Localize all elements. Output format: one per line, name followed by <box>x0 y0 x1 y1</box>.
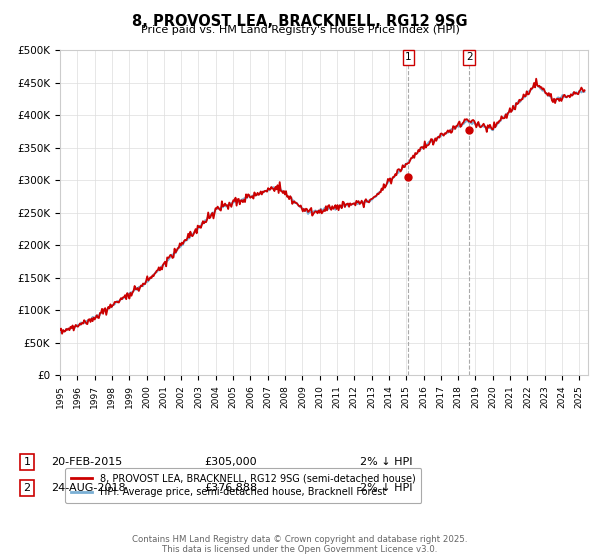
Text: 2: 2 <box>466 52 473 62</box>
Text: £305,000: £305,000 <box>204 457 257 467</box>
Text: 1: 1 <box>405 52 412 62</box>
Legend: 8, PROVOST LEA, BRACKNELL, RG12 9SG (semi-detached house), HPI: Average price, s: 8, PROVOST LEA, BRACKNELL, RG12 9SG (sem… <box>65 468 421 503</box>
Text: 2% ↓ HPI: 2% ↓ HPI <box>360 457 413 467</box>
Text: £376,888: £376,888 <box>204 483 257 493</box>
Text: 20-FEB-2015: 20-FEB-2015 <box>51 457 122 467</box>
Text: 1: 1 <box>23 457 31 467</box>
Text: Price paid vs. HM Land Registry's House Price Index (HPI): Price paid vs. HM Land Registry's House … <box>140 25 460 35</box>
Text: 2% ↓ HPI: 2% ↓ HPI <box>360 483 413 493</box>
Text: 24-AUG-2018: 24-AUG-2018 <box>51 483 125 493</box>
Text: 2: 2 <box>23 483 31 493</box>
Text: 8, PROVOST LEA, BRACKNELL, RG12 9SG: 8, PROVOST LEA, BRACKNELL, RG12 9SG <box>132 14 468 29</box>
Text: Contains HM Land Registry data © Crown copyright and database right 2025.
This d: Contains HM Land Registry data © Crown c… <box>132 535 468 554</box>
